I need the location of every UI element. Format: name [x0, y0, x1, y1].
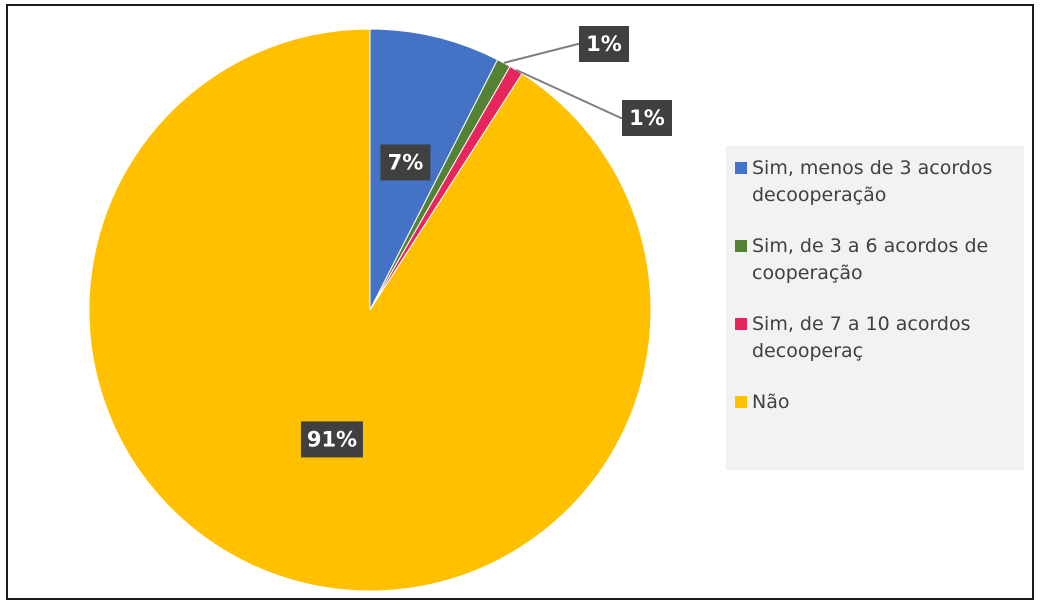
data-label-2-box	[622, 100, 672, 136]
legend-label-0-line-0: Sim, menos de 3 acordos	[752, 157, 992, 179]
legend-label-0-line-1: decooperação	[752, 184, 886, 206]
slice-nao	[88, 28, 652, 592]
pie-slices	[88, 28, 652, 592]
legend-label-2-line-0: Sim, de 7 a 10 acordos	[752, 313, 971, 335]
data-label-3: 91%	[300, 421, 363, 458]
leader-line-2	[515, 68, 622, 119]
data-labels: 7% 91% 1% 1%	[300, 26, 672, 458]
pie-chart: 7% 91% 1% 1% Sim, menos de 3 acordos decoope…	[88, 26, 1024, 592]
legend-item-3: Não	[735, 391, 789, 413]
legend-swatch-2	[735, 318, 747, 330]
data-label-1-text: 1%	[586, 32, 622, 56]
legend-item-1: Sim, de 3 a 6 acordos de cooperação	[735, 235, 988, 284]
data-label-1-box	[579, 26, 629, 62]
data-label-3-box	[300, 421, 363, 458]
legend-background	[726, 146, 1024, 470]
legend-label-1-line-1: cooperação	[752, 262, 863, 284]
legend-label-2-line-1: decooperaç	[752, 340, 863, 362]
legend-swatch-3	[735, 396, 747, 408]
legend-swatch-1	[735, 240, 747, 252]
legend-swatch-0	[735, 162, 747, 174]
data-label-1: 1%	[579, 26, 629, 62]
chart-frame: 7% 91% 1% 1% Sim, menos de 3 acordos decoope…	[6, 4, 1034, 600]
leader-line-1	[503, 43, 579, 64]
legend-label-3-line-0: Não	[752, 391, 789, 413]
data-label-0: 7%	[380, 144, 431, 181]
data-label-3-text: 91%	[307, 427, 357, 451]
legend: Sim, menos de 3 acordosdecooperaçãoSim, …	[726, 146, 1024, 470]
legend-item-0: Sim, menos de 3 acordos decooperação	[735, 157, 992, 206]
leader-lines	[503, 43, 622, 119]
legend-label-1-line-0: Sim, de 3 a 6 acordos de	[752, 235, 988, 257]
data-label-0-box	[380, 144, 431, 181]
slice-menos-de-3	[369, 28, 499, 311]
data-label-2-text: 1%	[629, 106, 665, 130]
data-label-2: 1%	[622, 100, 672, 136]
data-label-0-text: 7%	[388, 150, 424, 174]
legend-item-2: Sim, de 7 a 10 acordos decooperaç	[735, 313, 971, 362]
